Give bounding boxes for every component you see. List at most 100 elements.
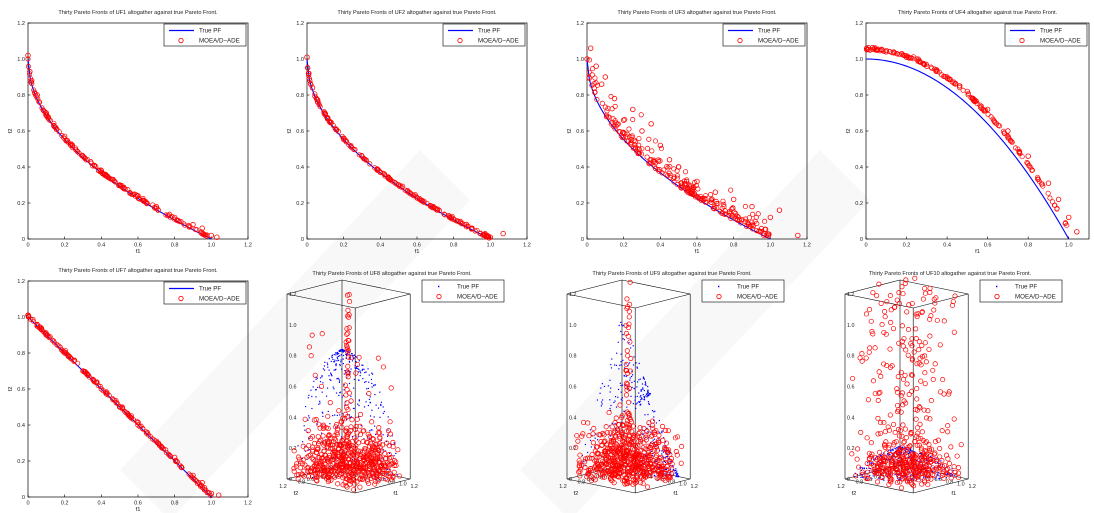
moea-point bbox=[313, 477, 320, 483]
moea-point bbox=[596, 454, 602, 460]
true-pf-point bbox=[653, 419, 655, 421]
x-tick-label: 1.2 bbox=[523, 243, 531, 249]
moea-point bbox=[973, 98, 979, 104]
true-pf-point bbox=[648, 402, 650, 405]
true-pf-point bbox=[661, 461, 663, 463]
true-pf-point bbox=[618, 427, 620, 429]
moea-point bbox=[634, 473, 640, 479]
moea-point bbox=[678, 185, 684, 191]
moea-point bbox=[1052, 202, 1058, 208]
true-pf-point bbox=[620, 353, 622, 355]
legend-box bbox=[979, 279, 1063, 303]
moea-point bbox=[594, 473, 600, 479]
f1-tick-label: 0.8 bbox=[946, 479, 954, 485]
moea-point bbox=[763, 233, 769, 239]
true-pf-point bbox=[609, 425, 611, 427]
true-pf-point bbox=[343, 349, 345, 351]
moea-point bbox=[648, 445, 654, 451]
moea-point bbox=[361, 428, 367, 434]
moea-point bbox=[103, 391, 109, 397]
moea-point bbox=[602, 74, 609, 80]
moea-point bbox=[882, 309, 888, 315]
moea-point bbox=[336, 473, 342, 479]
x-tick-label: 0.6 bbox=[134, 501, 142, 507]
true-pf-point bbox=[339, 364, 341, 367]
moea-point bbox=[698, 197, 704, 203]
moea-point bbox=[339, 133, 345, 139]
true-pf-point bbox=[335, 368, 337, 370]
moea-point bbox=[864, 46, 870, 52]
true-pf-point bbox=[386, 435, 389, 437]
moea-point bbox=[624, 381, 631, 387]
x-tick-label: 1.0 bbox=[207, 243, 215, 249]
true-pf-point bbox=[303, 425, 305, 427]
true-pf-point bbox=[860, 476, 862, 479]
moea-point bbox=[432, 205, 439, 212]
moea-point bbox=[632, 139, 638, 145]
moea-point bbox=[659, 423, 666, 429]
true-pf-point bbox=[356, 367, 358, 370]
true-pf-point bbox=[603, 385, 606, 388]
true-pf-point bbox=[639, 378, 641, 380]
moea-point bbox=[353, 423, 359, 429]
true-pf-point bbox=[645, 382, 647, 384]
moea-point bbox=[349, 438, 355, 444]
true-pf-point bbox=[880, 454, 882, 457]
y-tick-label: 0.2 bbox=[576, 201, 584, 207]
moea-point bbox=[945, 423, 951, 429]
true-pf-point bbox=[620, 321, 622, 324]
moea-point bbox=[314, 450, 320, 456]
moea-point bbox=[345, 349, 351, 355]
true-pf-point bbox=[865, 467, 868, 469]
true-pf-point bbox=[358, 368, 360, 371]
true-pf-point bbox=[322, 415, 324, 417]
f2-tick-label: 1.2 bbox=[837, 484, 845, 490]
moea-point bbox=[916, 404, 922, 410]
true-pf-point bbox=[870, 462, 872, 464]
moea-point bbox=[319, 383, 325, 389]
moea-point bbox=[366, 471, 372, 477]
watermark bbox=[120, 150, 870, 513]
legend-swatch-moea bbox=[436, 293, 442, 300]
moea-point bbox=[199, 479, 205, 486]
moea-point bbox=[943, 452, 949, 458]
true-pf-point bbox=[373, 385, 375, 387]
moea-point bbox=[328, 458, 334, 464]
moea-point bbox=[604, 108, 610, 114]
x-tick-label: 0 bbox=[26, 243, 29, 249]
moea-point bbox=[146, 432, 152, 438]
moea-point bbox=[898, 485, 905, 491]
moea-point bbox=[592, 75, 598, 81]
true-pf-point bbox=[340, 349, 342, 351]
true-pf-point bbox=[910, 478, 913, 480]
moea-point bbox=[729, 206, 735, 212]
moea-point bbox=[591, 425, 597, 432]
true-pf-point bbox=[653, 474, 656, 476]
moea-point bbox=[61, 133, 68, 140]
moea-point bbox=[636, 438, 642, 444]
moea-point bbox=[749, 223, 755, 229]
moea-point bbox=[295, 454, 301, 460]
true-pf-point bbox=[947, 473, 949, 475]
true-pf-point bbox=[639, 400, 641, 402]
moea-point bbox=[857, 355, 863, 361]
true-pf-point bbox=[640, 389, 643, 391]
moea-point bbox=[291, 448, 297, 454]
true-pf-point bbox=[304, 429, 306, 431]
moea-point bbox=[859, 358, 865, 364]
moea-point bbox=[630, 446, 636, 452]
moea-point bbox=[672, 435, 678, 441]
y-tick-label: 1.2 bbox=[17, 21, 25, 27]
moea-point bbox=[635, 443, 641, 449]
moea-point bbox=[576, 458, 582, 464]
x-axis-label: f1 bbox=[975, 249, 980, 255]
moea-point bbox=[646, 470, 652, 476]
moea-point bbox=[941, 73, 948, 79]
moea-point bbox=[896, 289, 902, 296]
true-pf-point bbox=[654, 475, 656, 477]
moea-point bbox=[886, 445, 892, 451]
f2-tick-label: 0.8 bbox=[298, 479, 306, 485]
z-tick-label: 0.4 bbox=[847, 415, 855, 421]
